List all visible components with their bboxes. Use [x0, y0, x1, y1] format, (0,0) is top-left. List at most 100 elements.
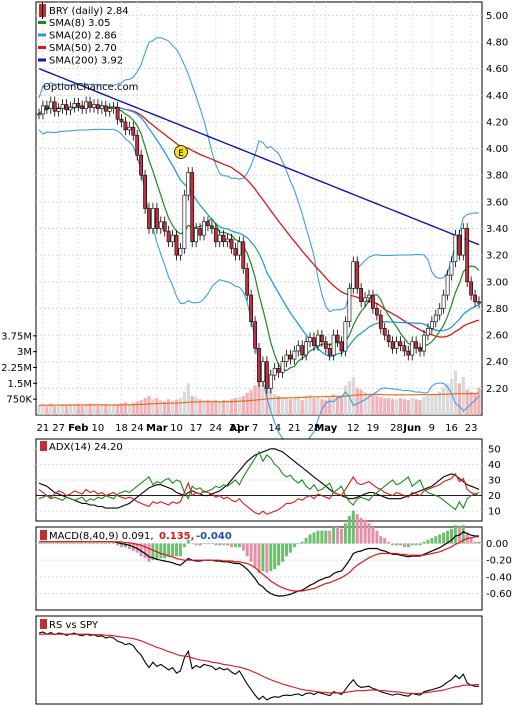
candle-body: [48, 101, 53, 109]
candle-body: [64, 104, 69, 111]
candle-body: [72, 103, 77, 108]
macd-histogram-bar: [206, 543, 210, 545]
adx-series-di: [38, 472, 480, 515]
volume-bar: [465, 389, 469, 415]
candle-body: [229, 238, 234, 249]
candle-body: [170, 234, 175, 243]
volume-bar: [229, 399, 234, 415]
volume-bar: [155, 398, 159, 415]
price-y-tick: 3.00: [486, 277, 508, 288]
legend-swatch: [38, 21, 46, 24]
macd-histogram-bar: [151, 543, 155, 560]
macd-histogram-bar: [273, 543, 277, 570]
macd-histogram-bar: [332, 527, 336, 544]
volume-bar: [371, 394, 375, 415]
macd-histogram-bar: [167, 543, 171, 557]
candle-body: [433, 314, 438, 323]
candle-body: [331, 334, 336, 356]
x-tick-label: 24: [131, 423, 144, 434]
volume-bar: [336, 397, 340, 415]
volume-bar: [64, 405, 69, 415]
volume-bar: [241, 396, 245, 415]
candle-body: [213, 228, 218, 243]
macd-histogram-bar: [171, 543, 175, 557]
macd-histogram-bar: [300, 541, 304, 544]
candle-body: [363, 297, 368, 303]
volume-bar: [292, 398, 296, 415]
macd-histogram-bar: [336, 527, 340, 544]
price-y-tick: 2.20: [486, 384, 508, 395]
candle-body: [477, 301, 481, 304]
candle-body: [300, 345, 305, 356]
sma200-line: [38, 67, 480, 246]
candle-body: [457, 234, 462, 256]
macd-histogram-bar: [351, 510, 355, 544]
macd-histogram-bar: [37, 543, 41, 545]
macd-histogram-bar: [127, 543, 131, 549]
volume-bar: [202, 400, 206, 415]
adx-series-di: [38, 450, 480, 511]
candle-body: [206, 221, 210, 227]
volume-bar: [449, 379, 454, 415]
macd-histogram-bar: [461, 525, 465, 544]
candle-body: [465, 228, 470, 283]
macd-histogram-bar: [477, 541, 481, 544]
volume-bar: [351, 377, 355, 415]
macd-histogram-bar: [347, 516, 351, 544]
volume-bar: [57, 404, 61, 415]
candle-body: [296, 345, 301, 352]
volume-bar: [308, 394, 312, 415]
macd-histogram-bar: [292, 543, 296, 548]
price-y-tick: 3.40: [486, 224, 508, 235]
macd-histogram-bar: [379, 536, 383, 544]
volume-bar: [312, 398, 316, 415]
volume-bar: [88, 403, 92, 415]
candle-body: [406, 350, 411, 356]
volume-bar: [100, 404, 104, 415]
macd-histogram-bar: [159, 543, 163, 559]
macd-histogram-bar: [285, 543, 288, 557]
volume-bar: [245, 392, 249, 415]
candle-body: [347, 288, 352, 322]
x-tick-label: Jun: [402, 423, 421, 434]
macd-histogram-bar: [288, 543, 292, 553]
volume-bar: [123, 402, 127, 415]
volume-bar: [457, 383, 461, 415]
macd-histogram-bar: [123, 543, 127, 548]
volume-bar: [300, 400, 304, 415]
macd-histogram-bar: [68, 543, 72, 545]
candle-body: [453, 234, 458, 263]
rs-series-rs-avg: [39, 633, 479, 694]
candles: [37, 96, 481, 394]
macd-histogram-bar: [84, 543, 88, 545]
macd-histogram-bar: [277, 543, 281, 566]
volume-bar: [359, 389, 363, 415]
volume-bar: [430, 394, 434, 415]
macd-histogram-bar: [438, 534, 442, 544]
macd-y-tick: 0.00: [486, 539, 508, 550]
macd-histogram-bar: [218, 543, 222, 546]
candle-body: [131, 126, 136, 136]
candle-body: [245, 268, 250, 296]
candle-body: [437, 308, 442, 316]
volume-y-tick: 750K: [6, 395, 32, 406]
price-y-tick: 4.80: [486, 37, 508, 48]
volume-bar: [233, 398, 237, 415]
price-legend: BRY (daily) 2.84 SMA(8) 3.05 SMA(20) 2.86…: [38, 2, 138, 93]
macd-histogram-bar: [190, 543, 194, 545]
macd-histogram-bar: [143, 543, 147, 559]
macd-signal-label: 0.135,: [159, 531, 194, 542]
volume-bar: [438, 391, 442, 415]
candle-body: [315, 334, 320, 347]
candle-body: [264, 361, 269, 389]
macd-histogram-bar: [383, 538, 387, 544]
volume-bar: [442, 387, 446, 415]
x-tick-label: 23: [465, 423, 478, 434]
volume-bar: [108, 406, 112, 415]
macd-histogram-bar: [49, 543, 53, 545]
macd-histogram-bar: [281, 543, 285, 562]
volume-bar: [49, 403, 53, 415]
candle-body: [339, 341, 344, 352]
volume-bar: [414, 399, 418, 415]
macd-histogram-bar: [257, 543, 261, 573]
